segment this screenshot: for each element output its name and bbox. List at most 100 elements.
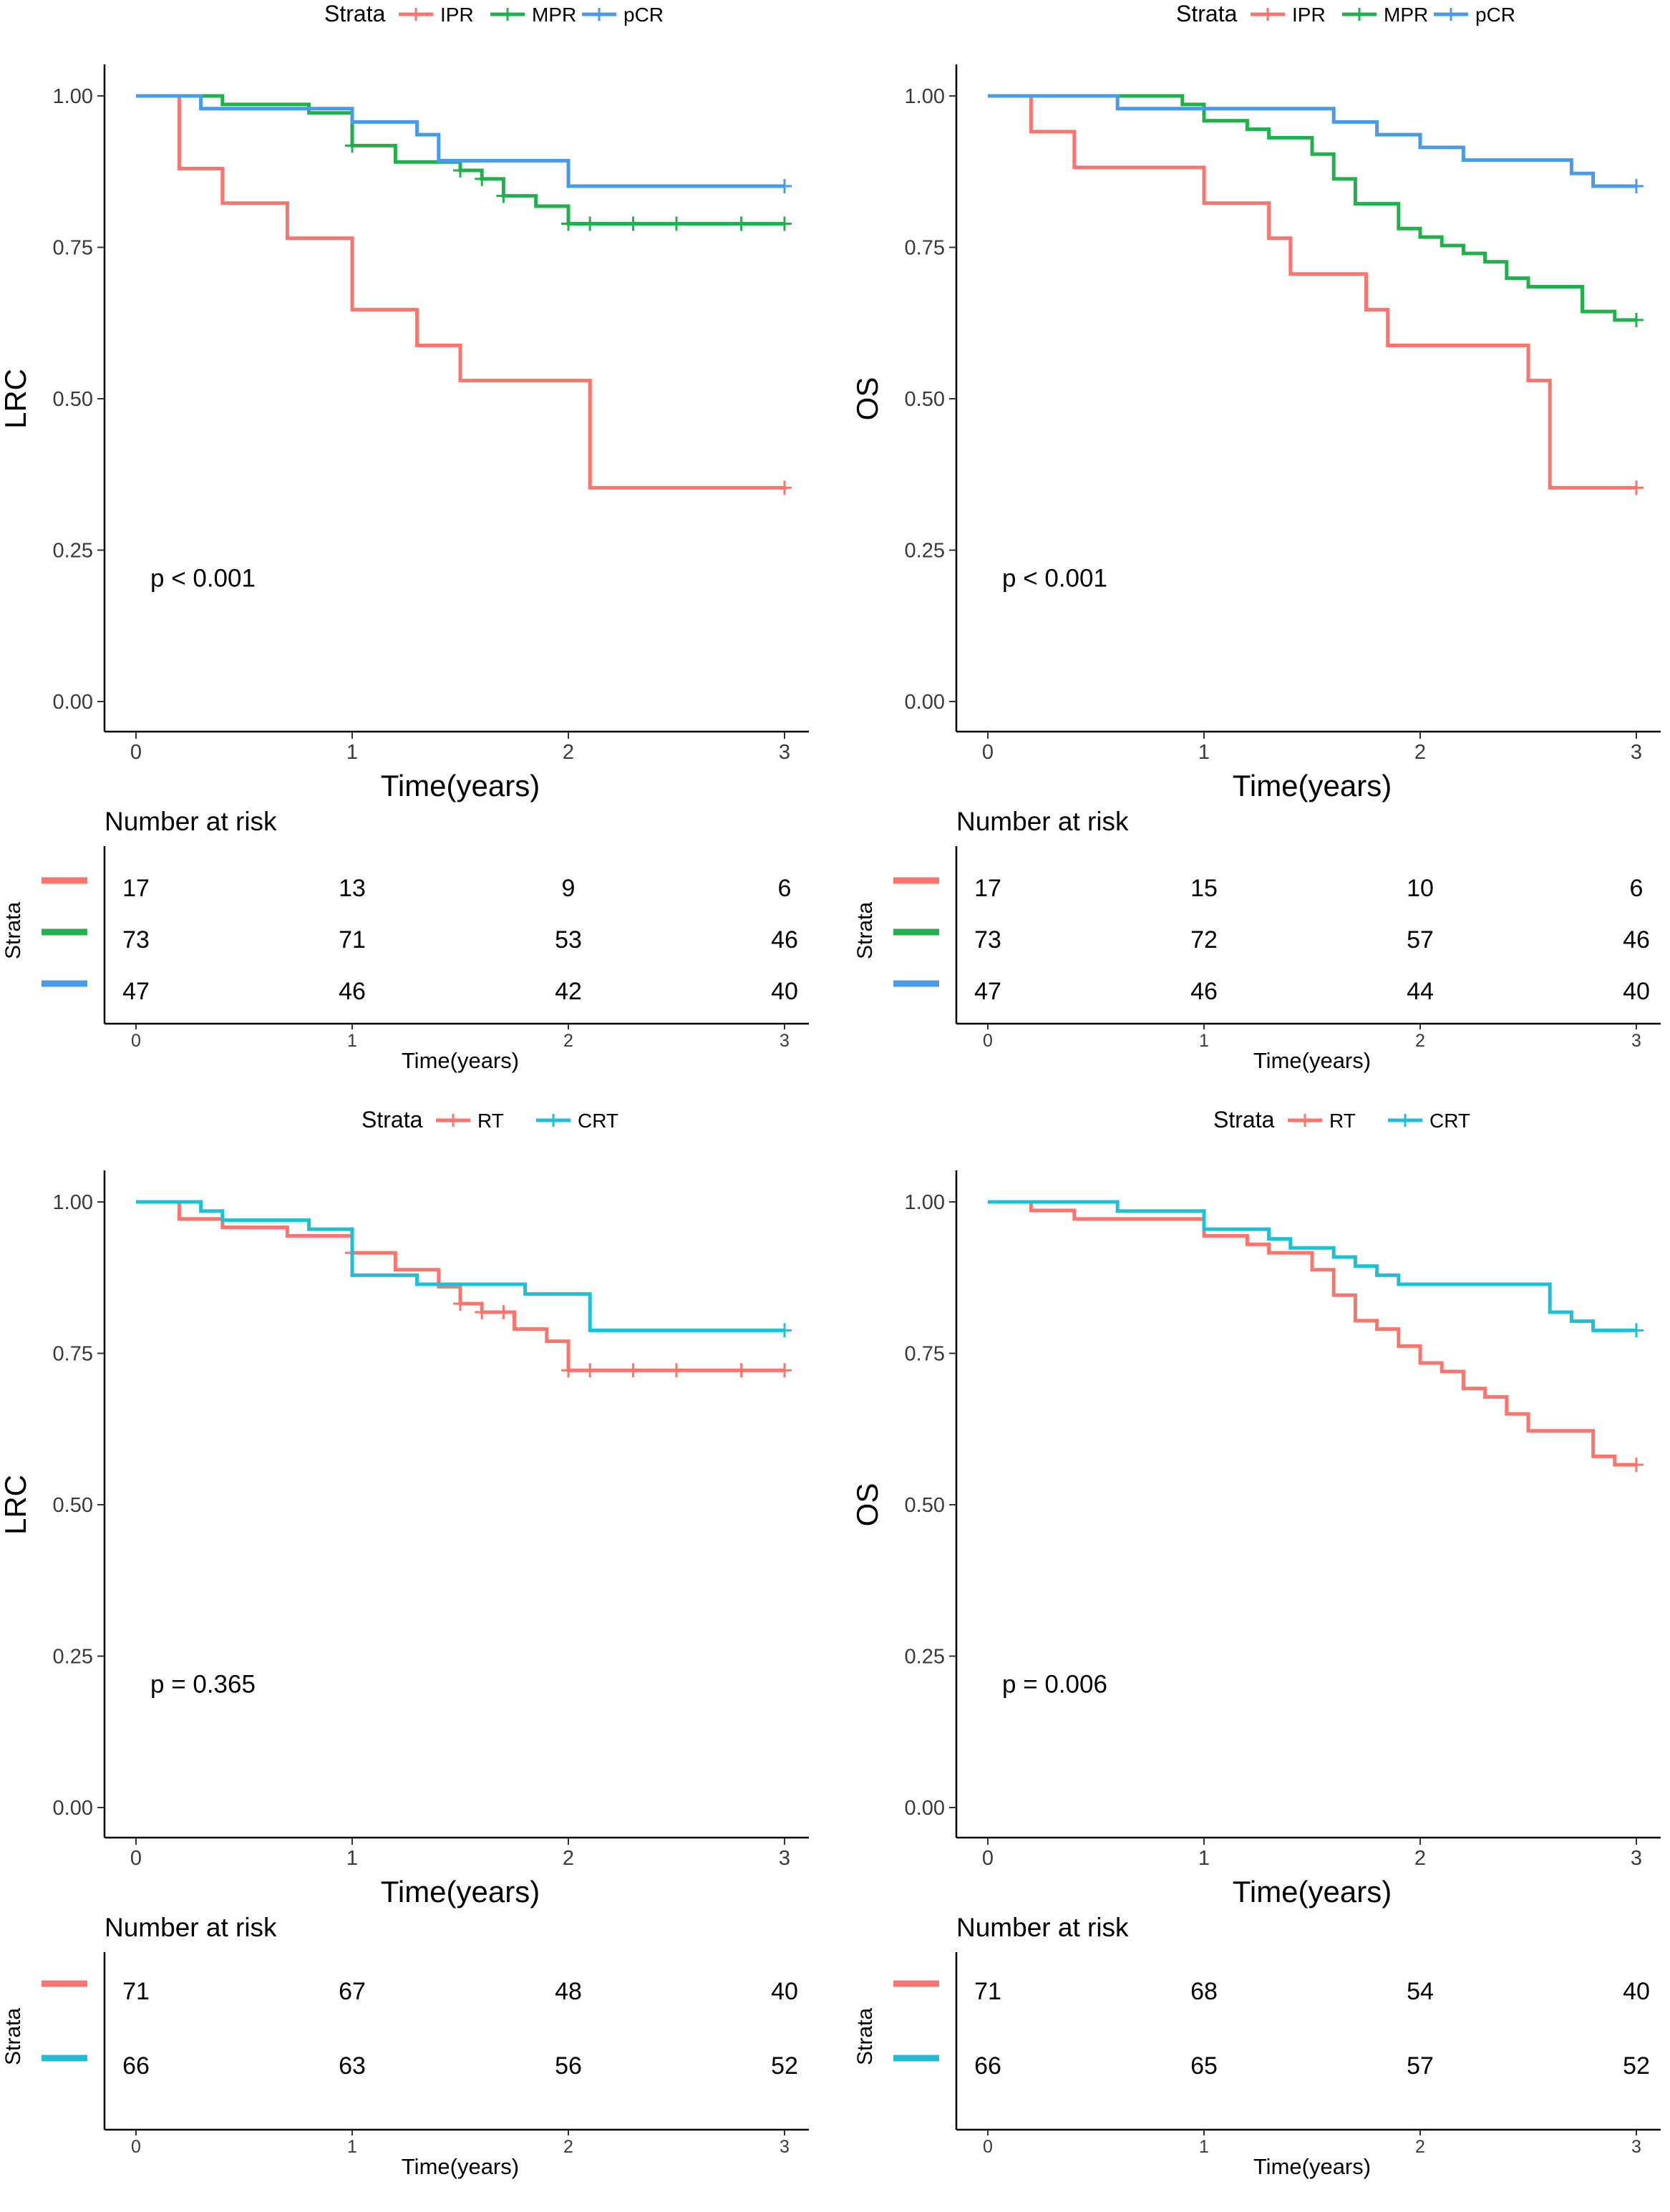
x-axis-title: Time(years) xyxy=(381,1875,540,1908)
plot-axes: 0.00 0.25 0.50 0.75 1.00 0 1 2 3 Time(years) OS xyxy=(852,64,1661,802)
km-line-pcr xyxy=(988,94,1636,188)
risk-x-tick-label: 3 xyxy=(780,1031,790,1051)
y-tick-label: 1.00 xyxy=(53,1191,93,1214)
risk-x-axis-title: Time(years) xyxy=(1253,1048,1371,1073)
risk-count: 9 xyxy=(562,875,576,902)
legend-label-pcr: pCR xyxy=(1475,4,1515,26)
risk-count: 52 xyxy=(1623,2052,1650,2080)
y-axis-title: LRC xyxy=(0,1475,32,1535)
risk-row: 47 46 42 40 xyxy=(42,978,798,1005)
curve-crt xyxy=(136,1200,792,1338)
y-tick-label: 0.25 xyxy=(53,540,93,563)
x-tick-label: 3 xyxy=(779,741,790,764)
y-tick-label: 0.75 xyxy=(905,237,945,260)
km-line-crt xyxy=(988,1200,1636,1332)
risk-table-title: Number at risk xyxy=(105,807,277,836)
risk-count: 68 xyxy=(1190,1978,1218,2005)
km-line-pcr xyxy=(136,94,785,188)
y-tick-label: 0.75 xyxy=(53,1343,93,1366)
x-tick-label: 0 xyxy=(982,741,994,764)
x-tick-label: 3 xyxy=(1631,741,1642,764)
x-tick-label: 1 xyxy=(1198,741,1210,764)
risk-count: 46 xyxy=(339,978,366,1005)
risk-count: 40 xyxy=(1623,978,1650,1005)
risk-table-strata-title: Strata xyxy=(1,902,25,959)
risk-x-tick-label: 1 xyxy=(347,1031,357,1051)
legend-item-pcr: pCR xyxy=(1434,4,1515,26)
curve-crt xyxy=(988,1200,1644,1338)
x-tick-label: 1 xyxy=(346,1847,358,1870)
risk-table: Number at risk 71 68 54 40 66 65 57 52 Strata 0 1 2 3… xyxy=(853,1913,1661,2179)
y-tick-label: 0.75 xyxy=(905,1343,945,1366)
risk-count: 71 xyxy=(974,1978,1001,2005)
risk-count: 66 xyxy=(122,2052,150,2080)
risk-x-axis-title: Time(years) xyxy=(1253,2154,1371,2179)
risk-x-tick-label: 2 xyxy=(563,2137,573,2157)
risk-x-tick-label: 2 xyxy=(1415,2137,1425,2157)
curve-rt xyxy=(988,1200,1644,1473)
risk-x-axis-title: Time(years) xyxy=(402,1048,519,1073)
legend-item-ipr: IPR xyxy=(399,4,474,26)
p-value: p < 0.001 xyxy=(150,564,256,592)
risk-row: 71 68 54 40 xyxy=(893,1978,1650,2005)
legend-label-ipr: IPR xyxy=(440,4,474,26)
risk-row: 66 65 57 52 xyxy=(893,2052,1650,2080)
risk-x-tick-label: 1 xyxy=(347,2137,357,2157)
legend: Strata RT CRT xyxy=(1213,1107,1470,1132)
legend-title: Strata xyxy=(1213,1107,1275,1132)
risk-x-tick-label: 0 xyxy=(983,1031,993,1051)
risk-table-strata-title: Strata xyxy=(853,2008,877,2065)
km-line-mpr xyxy=(988,94,1636,322)
x-tick-label: 0 xyxy=(130,1847,142,1870)
risk-count: 56 xyxy=(555,2052,582,2080)
y-tick-label: 0.50 xyxy=(53,1494,93,1517)
km-panel-os-response: Strata IPR MPR pCR 0.00 0.25 0.50 0.75 1.00 0 1 2 3 T… xyxy=(852,1,1661,1073)
risk-count: 6 xyxy=(1630,875,1644,902)
y-tick-label: 0.25 xyxy=(53,1646,93,1669)
risk-count: 46 xyxy=(1623,926,1650,954)
risk-count: 57 xyxy=(1407,926,1434,954)
y-axis-title: OS xyxy=(852,377,884,421)
x-axis-title: Time(years) xyxy=(1233,769,1392,802)
risk-count: 46 xyxy=(1190,978,1218,1005)
p-value: p = 0.006 xyxy=(1002,1670,1107,1698)
curve-ipr xyxy=(136,94,792,495)
y-tick-label: 0.50 xyxy=(53,388,93,411)
risk-row: 73 72 57 46 xyxy=(893,926,1650,954)
legend-title: Strata xyxy=(1176,1,1238,26)
y-tick-label: 0.50 xyxy=(905,388,945,411)
legend-item-ipr: IPR xyxy=(1251,4,1326,26)
risk-x-tick-label: 2 xyxy=(1415,1031,1425,1051)
legend: Strata IPR MPR pCR xyxy=(1176,1,1515,26)
risk-count: 47 xyxy=(974,978,1001,1005)
legend-item-mpr: MPR xyxy=(1342,4,1428,26)
y-tick-label: 0.00 xyxy=(905,691,945,714)
x-tick-label: 1 xyxy=(346,741,358,764)
risk-count: 46 xyxy=(771,926,798,954)
p-value: p < 0.001 xyxy=(1002,564,1107,592)
legend-title: Strata xyxy=(361,1107,423,1132)
y-tick-label: 0.00 xyxy=(53,1797,93,1820)
risk-count: 10 xyxy=(1407,875,1434,902)
risk-count: 17 xyxy=(122,875,150,902)
risk-count: 6 xyxy=(778,875,792,902)
risk-table-title: Number at risk xyxy=(956,1913,1129,1942)
risk-row: 73 71 53 46 xyxy=(42,926,798,954)
risk-count: 13 xyxy=(339,875,366,902)
risk-x-axis-title: Time(years) xyxy=(402,2154,519,2179)
x-axis-title: Time(years) xyxy=(1233,1875,1392,1908)
risk-count: 40 xyxy=(1623,1978,1650,2005)
curve-mpr xyxy=(136,94,792,231)
risk-count: 71 xyxy=(339,926,366,954)
km-panel-lrc-response: Strata IPR MPR pCR 0.00 0.25 0.50 0.75 1.00 0 1 2 3 T… xyxy=(0,1,809,1073)
legend-item-mpr: MPR xyxy=(490,4,576,26)
km-line-ipr xyxy=(988,94,1636,490)
legend-item-crt: CRT xyxy=(1388,1110,1470,1132)
legend-label-crt: CRT xyxy=(1429,1110,1470,1132)
km-panel-lrc-treatment: Strata RT CRT 0.00 0.25 0.50 0.75 1.00 0 1 2 3 Time(… xyxy=(0,1107,809,2179)
x-tick-label: 2 xyxy=(563,1847,574,1870)
x-tick-label: 0 xyxy=(130,741,142,764)
risk-count: 57 xyxy=(1407,2052,1434,2080)
curve-mpr xyxy=(988,94,1644,328)
